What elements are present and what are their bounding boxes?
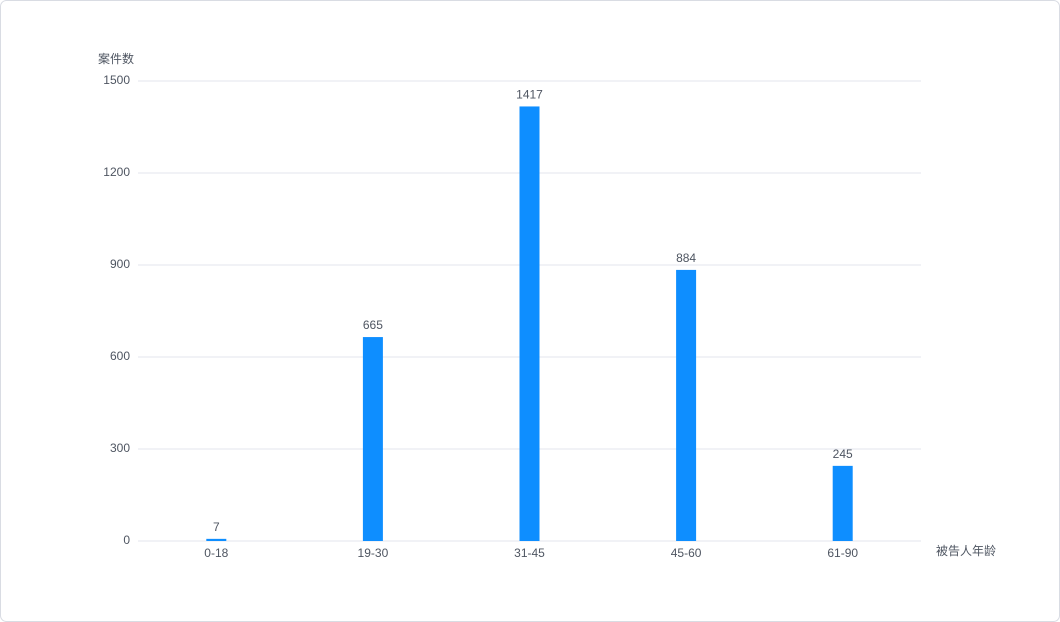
bar (832, 465, 853, 541)
y-tick-label: 1200 (103, 165, 130, 179)
bar (362, 337, 383, 541)
x-tick-label: 19-30 (358, 546, 389, 560)
x-tick-label: 0-18 (204, 546, 228, 560)
value-label: 245 (833, 447, 853, 461)
x-tick-label: 45-60 (671, 546, 702, 560)
x-tick-label: 61-90 (827, 546, 858, 560)
bar (676, 269, 697, 541)
value-label: 1417 (516, 88, 543, 102)
y-tick-label: 1500 (103, 73, 130, 87)
y-axis-label: 案件数 (98, 51, 134, 66)
y-tick-label: 600 (110, 349, 130, 363)
value-label: 884 (676, 251, 696, 265)
bar (206, 538, 227, 541)
y-tick-label: 300 (110, 441, 130, 455)
value-label: 7 (213, 520, 220, 534)
x-axis-label: 被告人年龄 (936, 544, 996, 558)
y-tick-label: 900 (110, 257, 130, 271)
value-label: 665 (363, 318, 383, 332)
y-tick-label: 0 (123, 533, 130, 547)
x-tick-label: 31-45 (514, 546, 545, 560)
bar (519, 106, 540, 541)
